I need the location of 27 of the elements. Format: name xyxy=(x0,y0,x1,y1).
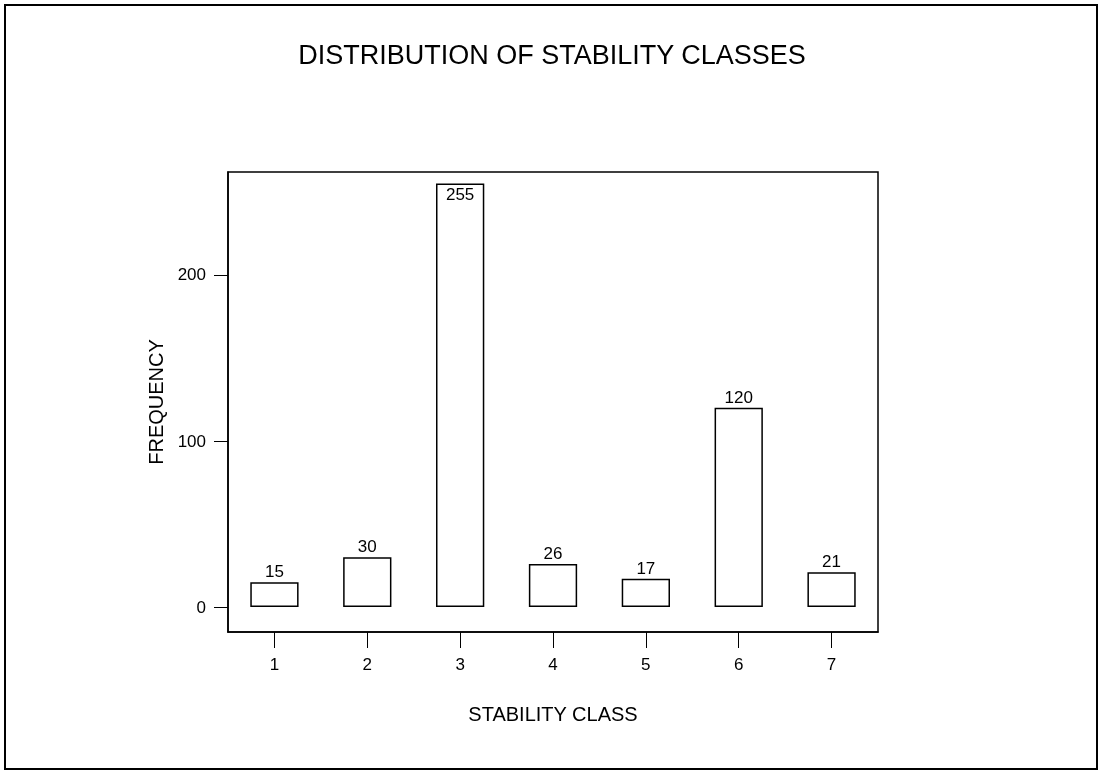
x-tick-label: 7 xyxy=(826,655,837,674)
data-label: 120 xyxy=(724,387,753,407)
bar xyxy=(436,183,485,608)
data-label: 21 xyxy=(822,552,842,572)
bar xyxy=(250,582,299,608)
y-tick-label: 0 xyxy=(196,597,206,617)
chart-title: DISTRIBUTION OF STABILITY CLASSES xyxy=(298,39,806,70)
data-label: 17 xyxy=(636,558,656,578)
x-tick-label: 4 xyxy=(548,655,558,674)
y-axis-title: FREQUENCY xyxy=(145,339,167,465)
x-tick-label: 5 xyxy=(641,655,651,674)
bar xyxy=(621,578,670,608)
x-tick-label: 6 xyxy=(733,655,744,674)
bar xyxy=(528,563,578,608)
bar xyxy=(714,407,763,608)
data-label: 30 xyxy=(357,537,377,557)
data-label: 255 xyxy=(445,184,475,204)
data-label: 15 xyxy=(264,562,284,582)
x-axis-title: STABILITY CLASS xyxy=(468,703,638,725)
x-tick-label: 3 xyxy=(455,655,465,674)
y-tick-label: 200 xyxy=(177,265,206,285)
y-tick-label: 100 xyxy=(177,431,206,451)
bar xyxy=(807,572,856,608)
bar xyxy=(343,557,392,608)
x-tick-label: 1 xyxy=(269,655,280,674)
x-tick-label: 2 xyxy=(362,655,373,674)
data-label: 26 xyxy=(543,543,563,563)
